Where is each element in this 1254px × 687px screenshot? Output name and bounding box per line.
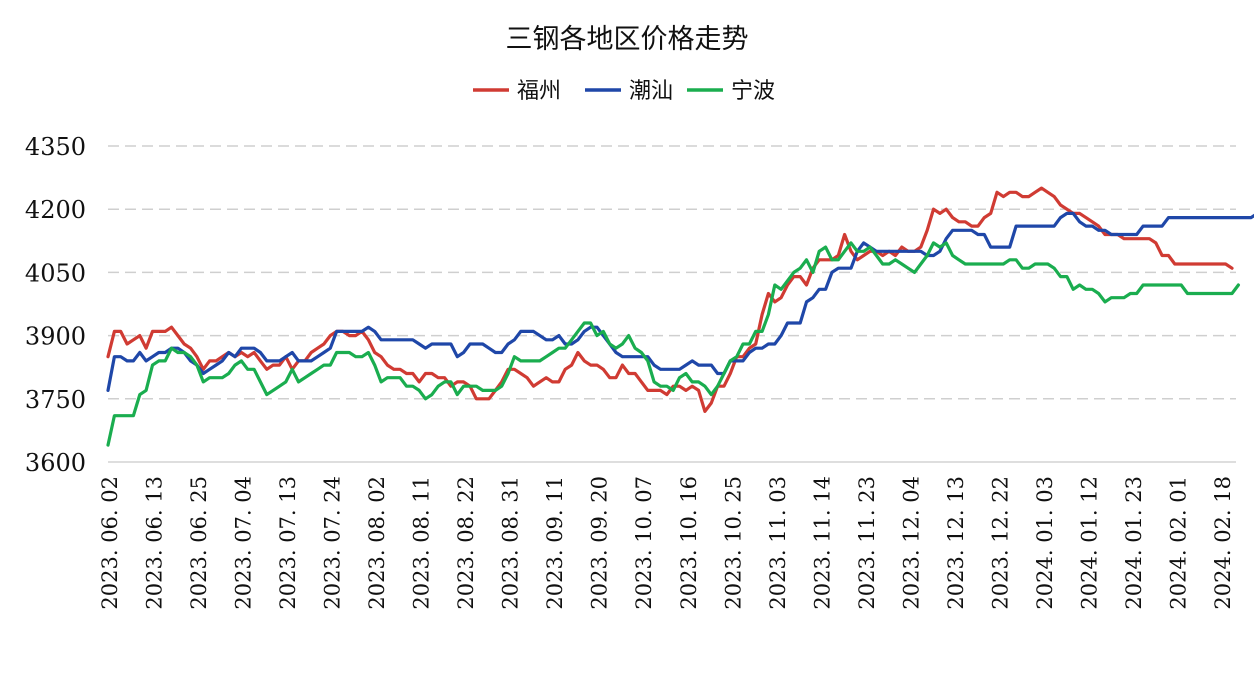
series-line-3 [106,241,1241,447]
x-tick-label: 2023. 10. 07 [632,476,656,610]
x-tick-label: 2023. 11. 03 [766,476,790,610]
x-tick-label: 2023. 08. 31 [499,476,523,610]
x-tick-label: 2023. 08. 22 [454,476,478,610]
x-axis-ticks: 2023. 06. 02 2023. 06. 13 2023. 06. 25 2023… [98,476,1235,610]
series-line-2 [106,211,1254,392]
x-tick-label: 2023. 11. 23 [855,476,879,610]
x-tick-label: 2023. 06. 02 [98,476,122,610]
x-tick-label: 2024. 02. 18 [1211,476,1235,610]
x-tick-label: 2023. 07. 13 [276,476,300,610]
x-tick-label: 2023. 12. 04 [899,476,923,610]
x-tick-label: 2024. 01. 03 [1033,476,1057,610]
y-tick-label: 3750 [25,386,86,414]
legend-label-2: 潮汕 [629,79,673,104]
x-tick-label: 2023. 11. 14 [810,476,834,610]
x-tick-label: 2023. 08. 11 [410,476,434,610]
legend-label-3: 宁波 [731,79,775,104]
x-tick-label: 2023. 12. 22 [988,476,1012,610]
x-tick-label: 2024. 01. 23 [1122,476,1146,610]
x-tick-label: 2023. 10. 16 [677,476,701,610]
x-tick-label: 2024. 02. 01 [1166,476,1190,610]
series-line-1 [106,186,1234,413]
y-tick-label: 3600 [25,449,86,477]
y-tick-label: 4050 [25,259,86,287]
chart-title: 三钢各地区价格走势 [506,24,749,55]
y-tick-label: 4200 [25,196,86,224]
x-tick-label: 2023. 06. 25 [187,476,211,610]
x-tick-label: 2024. 01. 12 [1077,476,1101,610]
y-tick-label: 4350 [25,133,86,161]
x-tick-label: 2023. 10. 25 [721,476,745,610]
x-tick-label: 2023. 07. 04 [232,476,256,610]
x-tick-label: 2023. 08. 02 [365,476,389,610]
y-axis-ticks: 3600 3750 3900 4050 4200 4350 [25,133,86,477]
y-tick-label: 3900 [25,323,86,351]
x-tick-label: 2023. 06. 13 [143,476,167,610]
gridlines [108,145,1236,463]
x-tick-label: 2023. 07. 24 [321,476,345,610]
x-tick-label: 2023. 09. 11 [543,476,567,610]
x-tick-label: 2023. 12. 13 [944,476,968,610]
series-lines [106,186,1254,447]
legend-label-1: 福州 [517,79,561,104]
legend: 福州 潮汕 宁波 [473,79,775,104]
x-tick-label: 2023. 09. 20 [588,476,612,610]
